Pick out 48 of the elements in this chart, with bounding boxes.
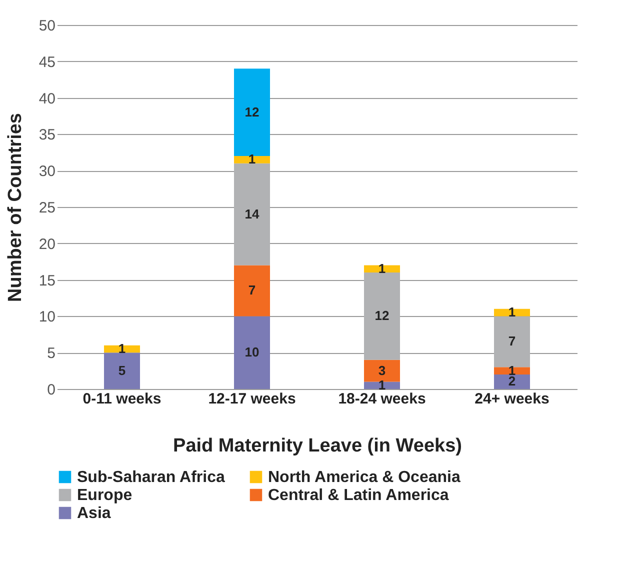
y-tick-label: 15 — [38, 272, 56, 290]
bar — [494, 374, 530, 389]
bar — [494, 367, 530, 374]
y-axis-title: Number of Countries — [4, 113, 26, 302]
bar — [104, 352, 140, 389]
bar — [364, 265, 400, 273]
data-label: 3 — [378, 362, 386, 378]
x-tick-label: 24+ weeks — [474, 390, 550, 408]
data-label: 1 — [118, 340, 126, 356]
y-tick-label: 5 — [47, 345, 56, 362]
bar — [364, 272, 400, 360]
legend-label: North America & Oceania — [268, 469, 460, 486]
data-label: 1 — [378, 377, 386, 392]
data-label: 5 — [118, 362, 126, 378]
y-tick-label: 35 — [38, 126, 56, 144]
legend-label: Central & Latin America — [268, 487, 449, 504]
x-tick-label: 12-17 weeks — [208, 390, 296, 408]
bar — [234, 68, 270, 156]
y-tick-label: 25 — [38, 200, 56, 216]
data-label: 1 — [378, 260, 386, 276]
legend-label: Asia — [77, 505, 111, 522]
x-tick-label: 0-11 weeks — [82, 390, 162, 408]
bar — [234, 316, 270, 389]
x-tick-label: 18-24 weeks — [338, 390, 426, 408]
data-label: 1 — [248, 152, 256, 167]
bar — [234, 156, 270, 164]
y-tick-label: 0 — [47, 382, 56, 398]
legend-label: Sub-Saharan Africa — [77, 469, 225, 486]
data-label: 10 — [244, 344, 260, 360]
bar — [234, 265, 270, 316]
data-label: 12 — [244, 104, 260, 120]
y-tick-label: 30 — [38, 163, 56, 180]
data-label: 7 — [248, 282, 256, 298]
y-tick-label: 10 — [38, 308, 56, 326]
y-tick-label: 40 — [38, 90, 56, 108]
y-tick-label: 20 — [38, 236, 56, 253]
data-label: 1 — [508, 304, 516, 320]
x-axis-title: Paid Maternity Leave (in Weeks) — [173, 436, 462, 456]
y-tick-label: 45 — [38, 54, 56, 71]
data-label: 12 — [374, 308, 390, 324]
bar — [364, 382, 400, 389]
data-label: 7 — [508, 334, 516, 349]
bar — [494, 316, 530, 368]
y-tick-label: 50 — [38, 18, 56, 34]
legend-label: Europe — [77, 487, 132, 504]
bar — [364, 360, 400, 382]
bar — [234, 163, 270, 266]
data-label: 14 — [244, 206, 260, 222]
